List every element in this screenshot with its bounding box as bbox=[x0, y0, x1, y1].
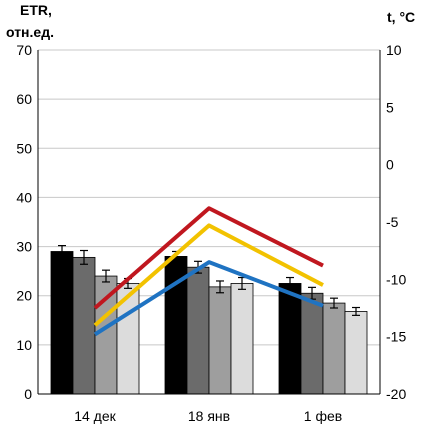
left-tick-label: 0 bbox=[24, 386, 32, 402]
right-tick-label: -5 bbox=[386, 214, 399, 230]
right-tick-label: -10 bbox=[386, 271, 406, 287]
temperature-line bbox=[93, 260, 324, 337]
right-tick-label: 5 bbox=[386, 99, 394, 115]
bar bbox=[230, 283, 254, 395]
category-label: 18 янв bbox=[188, 408, 230, 424]
bar bbox=[186, 266, 210, 395]
bar bbox=[208, 286, 232, 395]
right-tick-label: 10 bbox=[386, 42, 402, 58]
left-tick-label: 50 bbox=[16, 140, 32, 156]
left-tick-label: 70 bbox=[16, 42, 32, 58]
bar bbox=[72, 256, 96, 395]
bar-series bbox=[50, 244, 368, 395]
bar bbox=[322, 302, 346, 395]
left-tick-label: 20 bbox=[16, 288, 32, 304]
right-axis-title: t, °C bbox=[387, 9, 415, 25]
left-tick-label: 30 bbox=[16, 239, 32, 255]
temperature-line bbox=[93, 206, 324, 310]
bar bbox=[300, 292, 324, 395]
right-tick-label: -20 bbox=[386, 386, 406, 402]
left-tick-label: 60 bbox=[16, 91, 32, 107]
left-axis-title-line1: ETR, bbox=[20, 2, 52, 18]
bar bbox=[344, 311, 368, 395]
bar bbox=[50, 251, 74, 395]
bar bbox=[278, 283, 302, 395]
left-tick-label: 40 bbox=[16, 189, 32, 205]
category-label: 1 фев bbox=[304, 408, 342, 424]
axes: 0 10 20 30 40 50 60 70 -20 -15 -10 -5 0 5 10 14 дек 18 я… bbox=[16, 42, 406, 424]
temperature-line bbox=[93, 223, 324, 327]
right-tick-label: -15 bbox=[386, 329, 406, 345]
category-label: 14 дек bbox=[74, 408, 116, 424]
left-tick-label: 10 bbox=[16, 337, 32, 353]
right-tick-label: 0 bbox=[386, 157, 394, 173]
temperature-lines bbox=[93, 206, 324, 337]
bar bbox=[116, 283, 140, 395]
left-axis-title-line2: отн.ед. bbox=[6, 24, 54, 40]
